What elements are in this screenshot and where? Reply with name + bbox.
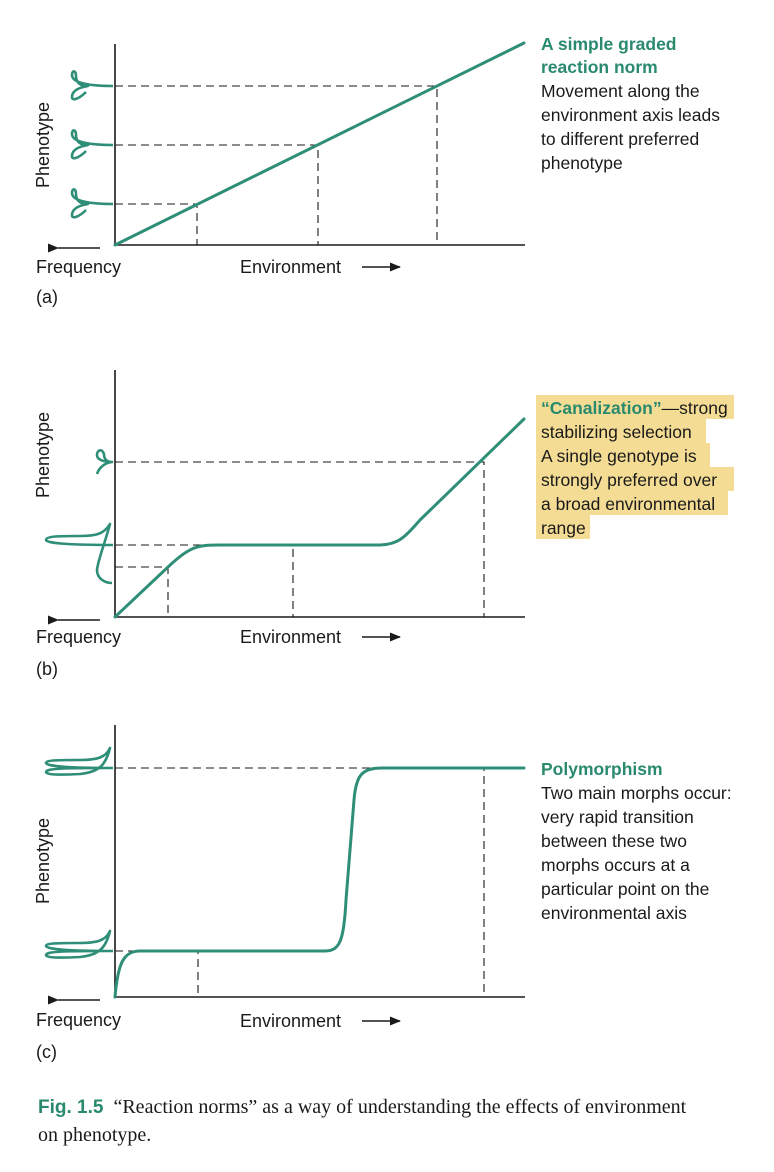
panel-a-environment-label: Environment — [240, 257, 341, 277]
panel-a: Phenotype Frequency Environment (a) A si… — [33, 34, 720, 307]
figure-caption: Fig. 1.5 “Reaction norms” as a way of und… — [38, 1096, 687, 1146]
panel-c-note-line-1: Two main morphs occur: — [541, 783, 732, 803]
panel-a-note-line-1: Movement along the — [541, 81, 700, 101]
panel-c-note-line-2: very rapid transition — [541, 807, 694, 827]
panel-b-note-line-3: strongly preferred over — [541, 470, 717, 490]
panel-b-y-label: Phenotype — [33, 412, 53, 498]
caption-line-2: on phenotype. — [38, 1124, 151, 1146]
panel-b-guides — [115, 461, 485, 617]
panel-a-frequency-label: Frequency — [36, 257, 121, 277]
caption-key: Fig. 1.5 — [38, 1097, 104, 1118]
panel-a-note-line-3: to different preferred — [541, 129, 699, 149]
panel-c-y-label: Phenotype — [33, 818, 53, 904]
panel-b-reaction-norm — [113, 417, 526, 619]
panel-b-frequency-label: Frequency — [36, 627, 121, 647]
panel-b-highlight-6 — [536, 515, 590, 539]
panel-a-distributions — [70, 70, 114, 219]
panel-c-tag: (c) — [36, 1042, 57, 1062]
panel-b-note-line-5: range — [541, 518, 586, 538]
panel-b-note-line-4: a broad environmental — [541, 494, 715, 514]
panel-b-note: “Canalization”—strong stabilizing select… — [536, 395, 734, 539]
panel-a-note-title-1: A simple graded — [541, 34, 677, 54]
panel-c: Phenotype Frequency Environment (c) Poly… — [33, 725, 732, 1062]
panel-b-distributions — [44, 449, 114, 585]
panel-b: Phenotype Frequency Environment (b) “Can… — [33, 370, 734, 679]
panel-c-note-line-5: particular point on the — [541, 879, 709, 899]
panel-c-note-line-6: environmental axis — [541, 903, 687, 923]
panel-a-note-line-4: phenotype — [541, 153, 623, 173]
panel-a-note-line-2: environment axis leads — [541, 105, 720, 125]
panel-b-note-line-1: stabilizing selection — [541, 422, 692, 442]
panel-a-y-label: Phenotype — [33, 102, 53, 188]
panel-b-highlight-1 — [536, 395, 734, 419]
panel-c-distributions — [44, 746, 114, 959]
panel-b-highlight-4 — [536, 467, 734, 491]
panel-b-note-title: “Canalization”—strong — [541, 398, 728, 418]
panel-c-note-line-3: between these two — [541, 831, 687, 851]
panel-c-note-title: Polymorphism — [541, 759, 663, 779]
panel-a-note-title-2: reaction norm — [541, 57, 658, 77]
panel-c-guides — [115, 767, 485, 997]
caption-text-1: “Reaction norms” as a way of understandi… — [113, 1096, 686, 1118]
panel-b-environment-label: Environment — [240, 627, 341, 647]
panel-c-environment-label: Environment — [240, 1011, 341, 1031]
panel-c-frequency-label: Frequency — [36, 1010, 121, 1030]
panel-b-note-line-2: A single genotype is — [541, 446, 697, 466]
panel-c-note-line-4: morphs occurs at a — [541, 855, 690, 875]
panel-c-note: Polymorphism Two main morphs occur: very… — [541, 759, 732, 923]
panel-b-note-title-quote: “Canalization” — [541, 398, 662, 418]
panel-b-highlight-2 — [536, 419, 706, 443]
panel-b-tag: (b) — [36, 659, 58, 679]
panel-b-note-title-rest: —strong — [662, 398, 728, 418]
panel-a-note: A simple graded reaction norm Movement a… — [541, 34, 720, 173]
panel-b-highlight-3 — [536, 443, 710, 467]
panel-c-reaction-norm — [113, 766, 526, 999]
caption-line-1: Fig. 1.5 “Reaction norms” as a way of und… — [38, 1096, 687, 1118]
panel-b-highlight-5 — [536, 491, 728, 515]
panel-a-tag: (a) — [36, 287, 58, 307]
panel-a-reaction-norm — [113, 41, 526, 247]
